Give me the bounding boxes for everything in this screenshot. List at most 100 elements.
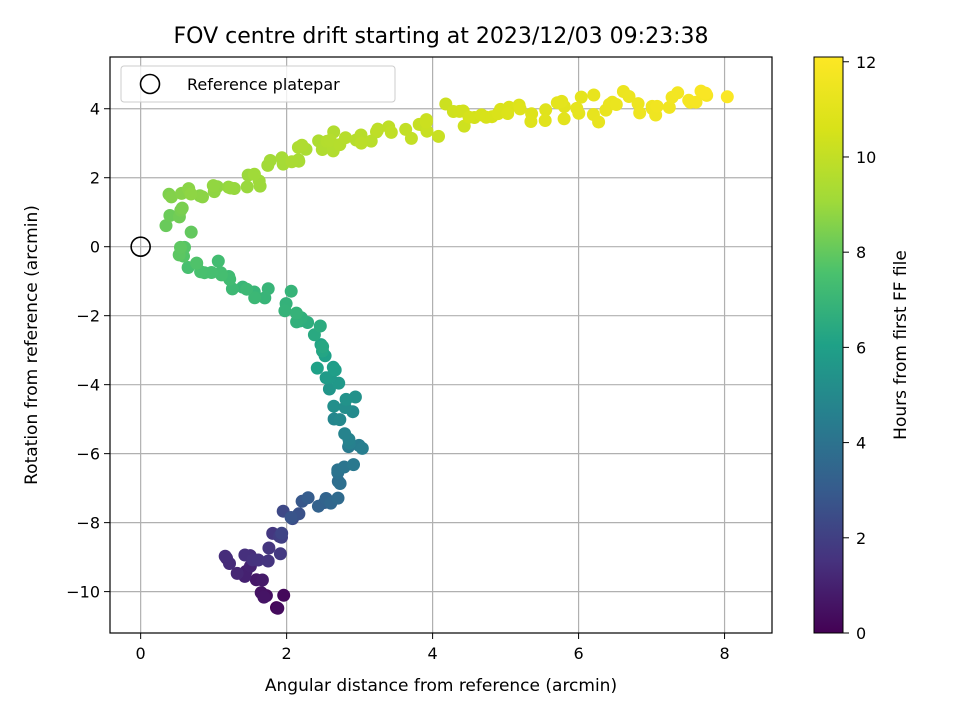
data-point: [278, 304, 292, 318]
y-tick-label: 4: [90, 100, 100, 119]
data-point: [328, 363, 342, 377]
data-point: [251, 553, 265, 567]
data-point: [240, 180, 254, 194]
data-point: [184, 187, 198, 201]
data-point: [322, 382, 336, 396]
data-point: [331, 491, 345, 505]
data-point: [206, 179, 220, 193]
data-point: [218, 549, 232, 563]
data-point: [650, 99, 664, 113]
data-point: [538, 114, 552, 127]
legend-box: [120, 65, 396, 103]
x-tick-label: 0: [136, 644, 146, 663]
data-point: [699, 86, 713, 100]
data-point: [338, 427, 352, 441]
data-point: [333, 413, 347, 427]
data-point: [419, 115, 433, 129]
plot-frame: [109, 56, 773, 634]
data-point: [248, 291, 262, 305]
data-point: [524, 115, 538, 128]
reference-platepar-marker: [130, 236, 151, 258]
data-point: [224, 181, 238, 195]
data-point: [347, 458, 360, 472]
data-point: [240, 282, 254, 296]
data-point: [275, 151, 289, 165]
colorbar-tick-label: 10: [856, 148, 876, 167]
data-point: [501, 107, 515, 120]
data-point: [354, 136, 368, 150]
data-point: [159, 219, 173, 233]
data-point: [333, 477, 347, 490]
data-point: [404, 131, 418, 145]
data-point: [370, 123, 384, 137]
data-point: [550, 96, 564, 110]
data-points: [159, 84, 734, 615]
data-point: [255, 573, 269, 587]
colorbar-tick-label: 8: [856, 243, 866, 262]
data-point: [295, 138, 309, 152]
data-point: [271, 601, 285, 615]
data-point: [339, 392, 353, 406]
x-tick-label: 4: [428, 644, 438, 663]
data-point: [174, 240, 187, 254]
chart-title: FOV centre drift starting at 2023/12/03 …: [174, 24, 709, 49]
data-point: [247, 167, 261, 181]
data-point: [215, 268, 228, 282]
data-point: [513, 102, 527, 116]
y-tick-label: 2: [90, 169, 100, 188]
data-point: [263, 154, 277, 167]
data-point: [574, 90, 588, 104]
data-point: [284, 284, 298, 298]
legend: Reference platepar: [120, 65, 396, 103]
data-point: [261, 554, 275, 568]
legend-marker-icon: [139, 73, 161, 95]
x-axis-label: Angular distance from reference (arcmin): [265, 676, 617, 696]
y-tick-label: −4: [76, 376, 100, 395]
data-point: [273, 547, 287, 561]
y-tick-label: −8: [76, 514, 100, 533]
data-point: [557, 112, 571, 126]
data-point: [301, 491, 315, 505]
colorbar-tick-label: 2: [856, 529, 866, 548]
data-point: [190, 256, 204, 270]
colorbar-tick-label: 0: [856, 624, 866, 643]
colorbar-label: Hours from first FF file: [891, 250, 911, 440]
data-point: [662, 100, 676, 114]
data-point: [310, 361, 324, 375]
data-point: [313, 319, 327, 333]
legend-label: Reference platepar: [187, 75, 340, 94]
colorbar-ticks: 0 2 4 6 8 10 12: [843, 53, 876, 643]
colorbar-tick-label: 12: [856, 53, 876, 72]
colorbar-tick-label: 6: [856, 338, 866, 357]
data-point: [289, 306, 303, 320]
data-point: [587, 88, 601, 102]
data-point: [720, 90, 734, 104]
data-point: [211, 254, 225, 268]
data-point: [462, 110, 476, 124]
data-point: [196, 190, 209, 204]
data-point: [491, 107, 505, 121]
y-axis-label: Rotation from reference (arcmin): [22, 205, 42, 485]
data-point: [275, 526, 289, 540]
x-axis-ticks: 0 2 4 6 8: [136, 633, 730, 663]
data-point: [671, 86, 685, 100]
data-point: [175, 201, 189, 215]
data-point: [609, 98, 623, 111]
data-point: [570, 101, 584, 115]
data-point: [230, 566, 244, 580]
x-tick-label: 8: [719, 644, 729, 663]
data-point: [257, 590, 271, 604]
data-point: [432, 129, 445, 143]
y-tick-label: −6: [76, 445, 100, 464]
data-point: [384, 125, 398, 139]
colorbar-tick-label: 4: [856, 434, 866, 453]
data-point: [689, 95, 703, 109]
colorbar-gradient: [813, 56, 844, 634]
data-point: [316, 340, 330, 354]
data-point: [285, 155, 299, 169]
data-point: [163, 209, 177, 222]
data-point: [622, 90, 636, 103]
x-tick-label: 2: [282, 644, 292, 663]
data-point: [633, 106, 647, 120]
